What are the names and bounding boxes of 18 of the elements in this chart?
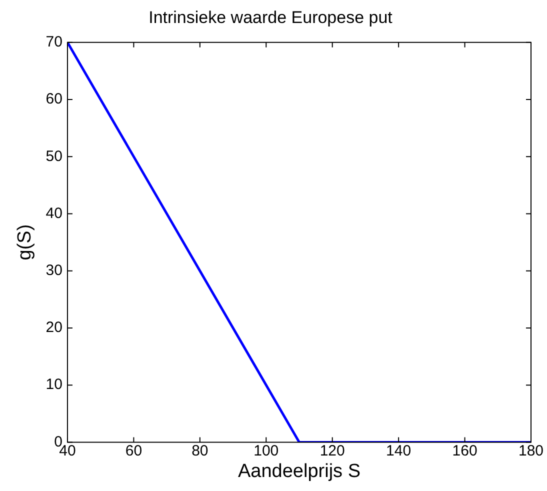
chart-title: Intrinsieke waarde Europese put — [148, 8, 393, 27]
y-tick-label: 30 — [46, 262, 62, 279]
y-tick-label: 70 — [46, 34, 62, 51]
x-tick-label: 120 — [320, 442, 345, 460]
x-tick-label: 60 — [125, 442, 142, 460]
x-tick-label: 80 — [192, 442, 208, 460]
y-tick-label: 50 — [46, 148, 62, 165]
x-tick-label: 180 — [518, 442, 544, 460]
y-tick-label: 20 — [46, 319, 62, 336]
x-axis-title: Aandeelprijs S — [238, 460, 361, 482]
x-tick-label: 160 — [452, 442, 478, 460]
y-tick-label: 0 — [54, 433, 62, 450]
x-tick-label: 100 — [254, 442, 279, 460]
y-tick-label: 40 — [46, 204, 62, 222]
x-tick-label: 140 — [386, 442, 412, 460]
y-tick-label: 10 — [46, 376, 62, 394]
y-tick-label: 60 — [46, 90, 62, 108]
y-axis-title: g(S) — [14, 224, 36, 260]
